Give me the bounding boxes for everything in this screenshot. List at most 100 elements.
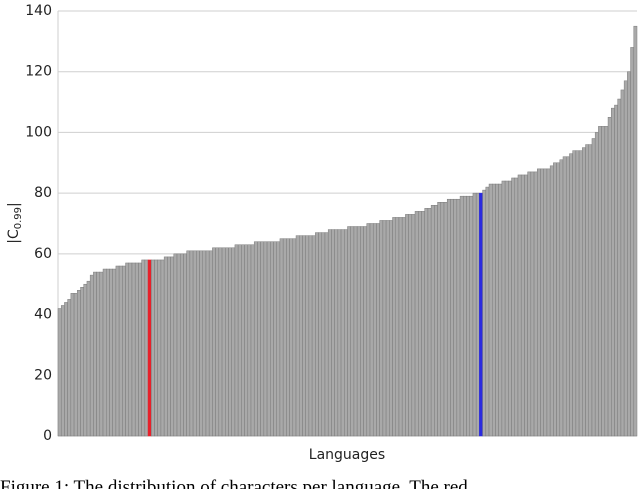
- bar: [594, 132, 599, 437]
- bar: [411, 214, 416, 437]
- bar: [360, 226, 364, 437]
- bar: [485, 186, 490, 437]
- bar: [414, 211, 419, 437]
- bar: [498, 183, 503, 437]
- bar: [482, 189, 487, 437]
- bar: [530, 171, 535, 437]
- bar: [392, 217, 396, 437]
- bar: [540, 168, 544, 437]
- bar: [553, 162, 557, 437]
- bar: [80, 287, 84, 437]
- bar: [273, 241, 277, 437]
- bar: [228, 247, 232, 437]
- bar: [311, 235, 316, 437]
- bar: [282, 238, 287, 437]
- bar: [337, 229, 342, 437]
- bar: [340, 229, 345, 437]
- bar: [424, 208, 429, 437]
- bar: [179, 253, 184, 437]
- bar: [250, 244, 255, 437]
- bar: [318, 232, 323, 437]
- bar: [299, 235, 303, 437]
- bar: [572, 150, 577, 437]
- bar: [430, 205, 435, 437]
- bar: [527, 171, 532, 437]
- bar: [398, 217, 403, 437]
- bar: [559, 159, 564, 437]
- bar: [160, 259, 165, 437]
- bar: [504, 180, 509, 437]
- bar: [147, 259, 152, 437]
- bar: [556, 162, 561, 437]
- bar: [324, 232, 329, 437]
- y-axis-label: |C0.99|: [6, 202, 24, 243]
- bar: [57, 308, 62, 437]
- bar: [607, 117, 612, 437]
- bar: [588, 144, 593, 437]
- bar: [369, 223, 374, 437]
- bar: [173, 253, 178, 437]
- bar: [247, 244, 252, 437]
- y-label-sub: 0.99: [13, 207, 24, 229]
- bar: [109, 268, 113, 437]
- bar: [170, 256, 175, 437]
- y-tick-label: 40: [34, 307, 52, 323]
- bar: [385, 220, 390, 437]
- bar: [450, 198, 454, 437]
- bar: [86, 280, 91, 437]
- bar: [379, 220, 384, 437]
- bar: [263, 241, 268, 437]
- bar: [479, 192, 483, 437]
- bar: [67, 299, 72, 437]
- bar: [511, 177, 516, 437]
- bar: [459, 195, 464, 437]
- bar: [446, 198, 451, 437]
- bar: [286, 238, 290, 437]
- bar: [125, 262, 130, 437]
- bar: [295, 235, 300, 437]
- y-tick-label: 140: [25, 3, 52, 19]
- bar: [569, 153, 573, 437]
- bar: [167, 256, 171, 437]
- bar: [591, 138, 596, 437]
- bar: [401, 217, 406, 437]
- bar: [70, 293, 75, 437]
- bar: [212, 247, 216, 437]
- bar: [456, 198, 461, 437]
- bar: [93, 271, 97, 437]
- bar: [112, 268, 117, 437]
- bar: [617, 98, 622, 437]
- bar: [395, 217, 400, 437]
- bar: [89, 274, 94, 437]
- bar: [517, 174, 522, 437]
- bar: [601, 126, 606, 437]
- bar: [633, 25, 638, 437]
- bar: [315, 232, 319, 437]
- bar: [466, 195, 470, 437]
- bar: [260, 241, 265, 437]
- bar: [604, 126, 609, 437]
- bar: [453, 198, 458, 437]
- y-tick-label: 100: [25, 124, 52, 140]
- bar: [463, 195, 467, 437]
- bar: [106, 268, 110, 437]
- bar: [520, 174, 525, 437]
- bar: [208, 250, 213, 437]
- bar: [205, 250, 210, 437]
- bar: [475, 192, 480, 437]
- bar: [366, 223, 371, 437]
- bar: [60, 305, 65, 437]
- bar: [270, 241, 274, 437]
- bar: [418, 211, 422, 437]
- bar: [546, 168, 551, 437]
- y-tick-label: 60: [34, 246, 52, 262]
- bar: [115, 265, 120, 437]
- bar: [266, 241, 271, 437]
- bar: [138, 262, 142, 437]
- bar: [83, 283, 88, 437]
- bar: [279, 238, 284, 437]
- bar: [382, 220, 387, 437]
- bar: [189, 250, 194, 437]
- bar: [565, 156, 570, 437]
